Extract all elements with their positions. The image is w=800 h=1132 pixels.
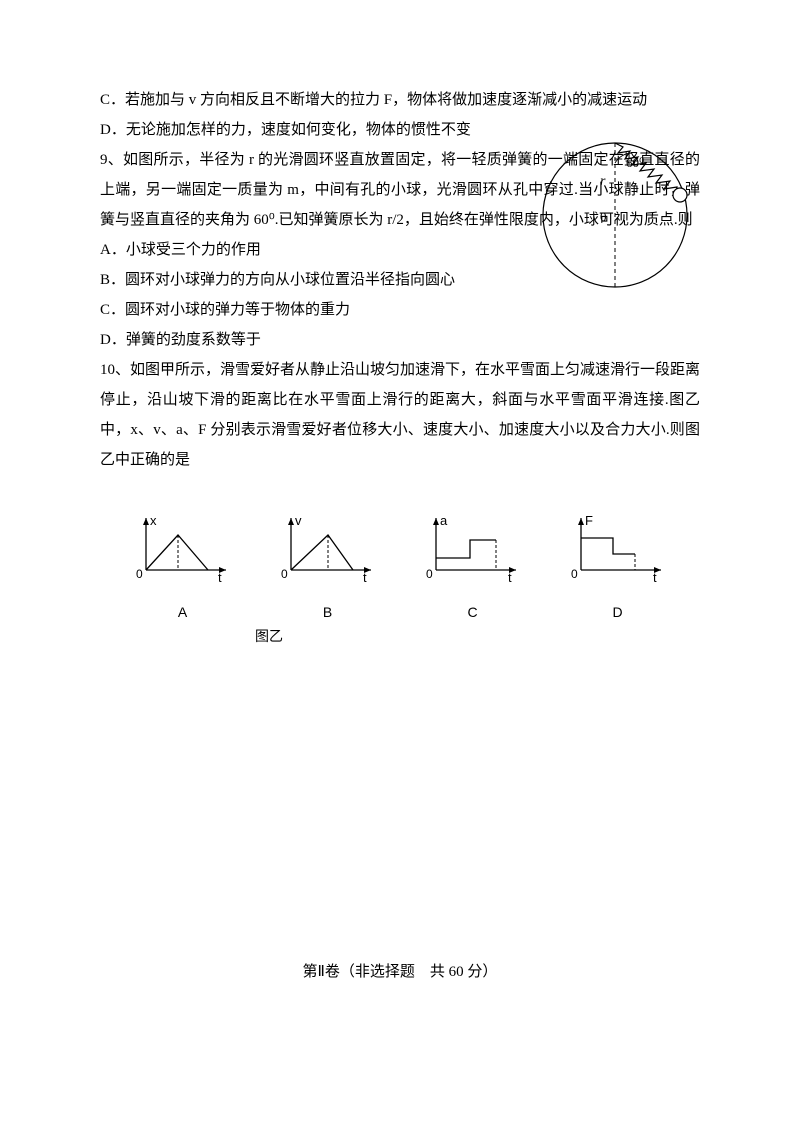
graph-a: x t 0 A	[110, 510, 255, 626]
q9-block: 9、如图所示，半径为 r 的光滑圆环竖直放置固定，将一轻质弹簧的一端固定在竖直直…	[100, 145, 700, 355]
q8-option-c: C．若施加与 v 方向相反且不断增大的拉力 F，物体将做加速度逐渐减小的减速运动	[100, 85, 700, 115]
step	[436, 540, 496, 558]
q9-option-d: D．弹簧的劲度系数等于	[100, 325, 520, 355]
graph-a-svg: x t 0	[128, 510, 238, 585]
x-label: t	[653, 570, 657, 585]
graph-d: F t 0 D	[545, 510, 690, 626]
q9-option-a: A．小球受三个力的作用	[100, 235, 520, 265]
q10-graphs-row: x t 0 A v t 0 B	[100, 510, 700, 626]
y-arrow	[288, 518, 294, 525]
q9-option-c: C．圆环对小球的弹力等于物体的重力	[100, 295, 520, 325]
figure-yi-label: 图乙	[100, 624, 700, 652]
origin-label: 0	[426, 567, 433, 581]
graph-b-svg: v t 0	[273, 510, 383, 585]
graph-a-caption: A	[110, 598, 255, 626]
curve	[291, 535, 353, 570]
step	[581, 538, 635, 554]
curve	[146, 535, 208, 570]
graph-b: v t 0 B	[255, 510, 400, 626]
y-label: F	[585, 513, 593, 528]
origin-label: 0	[571, 567, 578, 581]
graph-d-svg: F t 0	[563, 510, 673, 585]
y-label: v	[295, 513, 302, 528]
origin-label: 0	[281, 567, 288, 581]
y-arrow	[433, 518, 439, 525]
graph-d-caption: D	[545, 598, 690, 626]
y-label: x	[150, 513, 157, 528]
q9-option-b: B．圆环对小球弹力的方向从小球位置沿半径指向圆心	[100, 265, 520, 295]
q9-options: A．小球受三个力的作用 B．圆环对小球弹力的方向从小球位置沿半径指向圆心 C．圆…	[100, 235, 700, 355]
graph-b-caption: B	[255, 598, 400, 626]
graph-c-svg: a t 0	[418, 510, 528, 585]
graph-c: a t 0 C	[400, 510, 545, 626]
x-label: t	[508, 570, 512, 585]
y-label: a	[440, 513, 448, 528]
radius-label: r	[600, 174, 606, 189]
section-2-title: 第Ⅱ卷（非选择题 共 60 分）	[100, 957, 700, 987]
ball-on-ring	[673, 188, 687, 202]
page-container: C．若施加与 v 方向相反且不断增大的拉力 F，物体将做加速度逐渐减小的减速运动…	[0, 0, 800, 1132]
center-label: 0	[600, 209, 607, 224]
q10-intro: 10、如图甲所示，滑雪爱好者从静止沿山坡匀加速滑下，在水平雪面上匀减速滑行一段距…	[100, 355, 700, 475]
x-label: t	[363, 570, 367, 585]
x-label: t	[218, 570, 222, 585]
origin-label: 0	[136, 567, 143, 581]
y-arrow	[143, 518, 149, 525]
graph-c-caption: C	[400, 598, 545, 626]
y-arrow	[578, 518, 584, 525]
